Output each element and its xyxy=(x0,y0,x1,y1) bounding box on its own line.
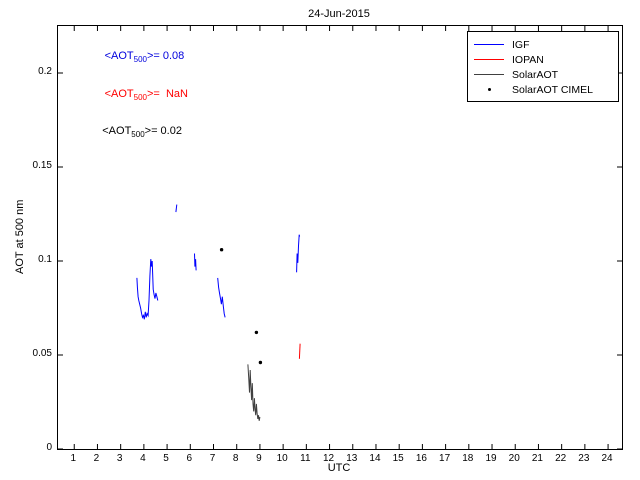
x-tick-label: 17 xyxy=(439,453,451,464)
x-tick-label: 24 xyxy=(601,453,613,464)
x-axis-label: UTC xyxy=(327,462,351,474)
legend-line-marker xyxy=(474,59,504,60)
x-tick-label: 20 xyxy=(508,453,520,464)
x-tick-label: 1 xyxy=(70,453,77,464)
x-tick-label: 23 xyxy=(578,453,590,464)
legend-line-marker xyxy=(474,44,504,45)
series-igf xyxy=(194,253,197,271)
legend-item: SolarAOT xyxy=(474,67,612,82)
mean-aot-annotation: <AOT500>= 0.08 xyxy=(104,49,185,64)
y-tick-label: 0 xyxy=(46,442,52,453)
series-iopan xyxy=(298,343,301,359)
x-tick-label: 11 xyxy=(300,453,311,464)
x-tick-label: 6 xyxy=(186,453,193,464)
x-tick-label: 4 xyxy=(140,453,146,464)
mean-aot-annotation: <AOT500>= NaN xyxy=(104,87,188,102)
x-tick-label: 19 xyxy=(485,453,497,464)
series-igf xyxy=(296,234,301,273)
plot-area: IGF IOPAN SolarAOT SolarAOT CIMEL xyxy=(57,25,623,450)
x-tick-label: 9 xyxy=(256,453,262,464)
x-tick-label: 5 xyxy=(163,453,169,464)
x-tick-label: 15 xyxy=(392,453,404,464)
x-tick-label: 21 xyxy=(531,453,543,464)
x-tick-label: 8 xyxy=(232,453,239,464)
series-igf xyxy=(136,259,159,320)
x-tick-label: 14 xyxy=(369,453,381,464)
scatter-point xyxy=(254,330,259,335)
legend-label: IOPAN xyxy=(512,53,544,66)
legend-item: IGF xyxy=(474,37,612,52)
y-tick-label: 0.15 xyxy=(32,160,52,171)
legend-label: SolarAOT CIMEL xyxy=(512,83,593,96)
series-igf xyxy=(175,204,178,213)
x-tick-label: 16 xyxy=(415,453,427,464)
x-tick-label: 2 xyxy=(93,453,100,464)
series-solaraot xyxy=(247,364,261,421)
chart-title: 24-Jun-2015 xyxy=(308,8,370,20)
y-tick-label: 0.05 xyxy=(32,348,52,359)
x-tick-label: 3 xyxy=(116,453,123,464)
y-tick-label: 0.1 xyxy=(38,254,52,265)
x-tick-label: 10 xyxy=(276,453,288,464)
x-tick-label: 18 xyxy=(462,453,474,464)
x-tick-label: 22 xyxy=(555,453,567,464)
legend: IGF IOPAN SolarAOT SolarAOT CIMEL xyxy=(467,31,619,102)
legend-label: SolarAOT xyxy=(512,68,559,81)
scatter-point xyxy=(258,360,263,365)
x-tick-label: 12 xyxy=(322,453,335,464)
legend-dot-marker xyxy=(474,88,504,91)
scatter-point xyxy=(219,248,224,252)
legend-item: IOPAN xyxy=(474,52,612,67)
legend-line-marker xyxy=(474,74,504,75)
series-igf xyxy=(217,277,226,318)
x-tick-label: 13 xyxy=(346,453,358,464)
legend-label: IGF xyxy=(512,38,530,51)
x-tick-label: 7 xyxy=(209,453,216,464)
mean-aot-annotation: <AOT500>= 0.02 xyxy=(102,125,182,140)
y-tick-label: 0.2 xyxy=(38,66,52,77)
legend-item: SolarAOT CIMEL xyxy=(474,82,612,97)
